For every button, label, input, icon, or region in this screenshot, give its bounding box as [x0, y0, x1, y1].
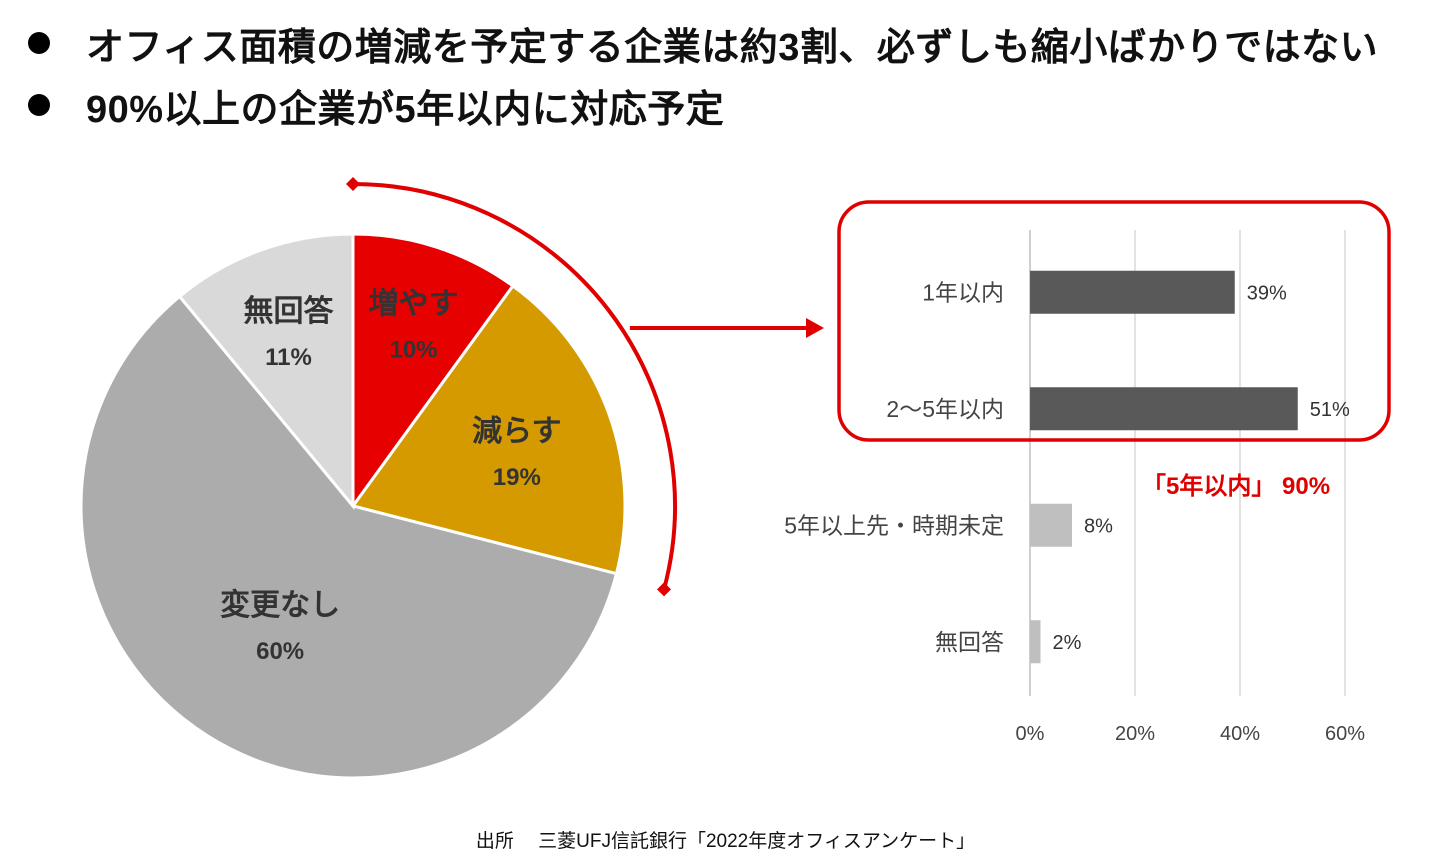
- bar-value-label: 39%: [1247, 282, 1287, 304]
- bar: [1030, 620, 1041, 664]
- headline-text-1: オフィス面積の増減を予定する企業は約3割、必ずしも縮小ばかりではない: [86, 26, 1379, 69]
- highlight-box: [837, 200, 1391, 442]
- pie-slice-label: 変更なし: [220, 588, 340, 622]
- bar-category-label: 2～5年以内: [886, 396, 1004, 422]
- x-tick-label: 40%: [1220, 723, 1260, 745]
- pie-slice-value: 60%: [256, 638, 304, 665]
- pie-slice-label: 無回答: [244, 295, 335, 328]
- pie-slice-value: 10%: [389, 337, 437, 364]
- bullet-dot-icon: [28, 32, 50, 54]
- x-tick-label: 20%: [1115, 723, 1155, 745]
- bar: [1030, 387, 1298, 431]
- pie-slice-2: [350, 283, 627, 576]
- pie-slice-label: 増やす: [369, 288, 459, 321]
- five-year-callout: 「5年以内」 90%: [1142, 473, 1331, 500]
- pie-slice-label: 減らす: [472, 415, 561, 448]
- bar-category-label: 無回答: [935, 629, 1004, 655]
- bar-category-label: 1年以内: [922, 279, 1004, 305]
- bullet-dot-icon: [28, 94, 50, 116]
- headline-bullet-1: オフィス面積の増減を予定する企業は約3割、必ずしも縮小ばかりではない: [28, 12, 1378, 74]
- pie-slice-value: 19%: [493, 464, 541, 491]
- pie-slice-value: 11%: [265, 344, 312, 371]
- pie-slice-1: [351, 232, 515, 511]
- bar-value-label: 8%: [1084, 515, 1113, 537]
- arrow-right-icon: [806, 318, 824, 338]
- x-tick-label: 0%: [1016, 723, 1045, 745]
- source-note: 出所 三菱UFJ信託銀行「2022年度オフィスアンケート」: [475, 831, 976, 852]
- bar-category-label: 5年以上先・時期未定: [784, 512, 1004, 538]
- bar-value-label: 51%: [1310, 399, 1350, 421]
- x-tick-label: 60%: [1325, 723, 1365, 745]
- bar: [1030, 503, 1072, 547]
- bar: [1030, 270, 1235, 314]
- headline: オフィス面積の増減を予定する企業は約3割、必ずしも縮小ばかりではない 90%以上…: [28, 12, 1378, 136]
- headline-bullet-2: 90%以上の企業が5年以内に対応予定: [28, 74, 1378, 136]
- bracket-diamond-icon: [346, 177, 360, 191]
- bracket-arc: [352, 182, 677, 590]
- pie-slice-4: [177, 232, 355, 511]
- bar-value-label: 2%: [1053, 632, 1082, 654]
- headline-text-2: 90%以上の企業が5年以内に対応予定: [86, 88, 725, 131]
- bracket-diamond-icon: [657, 582, 672, 597]
- pie-slice-3: [79, 294, 619, 780]
